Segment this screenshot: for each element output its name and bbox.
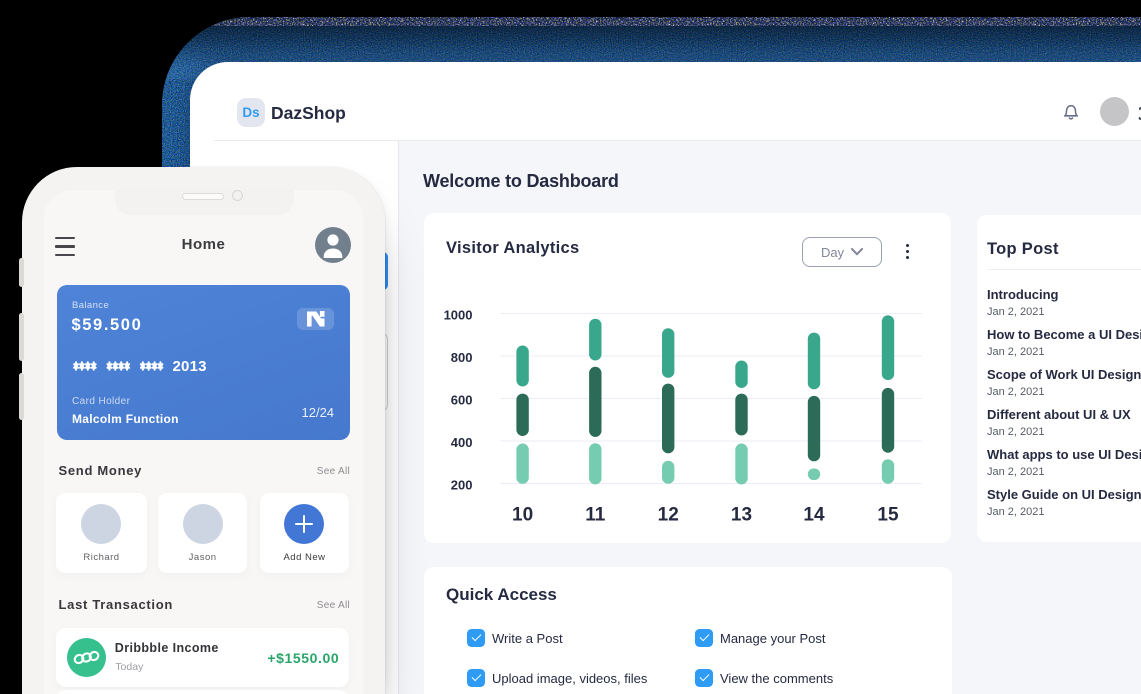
svg-text:13: 13 (731, 505, 752, 526)
svg-text:600: 600 (451, 393, 473, 408)
svg-text:400: 400 (451, 435, 473, 450)
svg-text:10: 10 (512, 505, 533, 526)
svg-text:12: 12 (658, 505, 679, 526)
svg-text:15: 15 (877, 505, 899, 526)
svg-text:11: 11 (585, 505, 606, 526)
svg-text:1000: 1000 (444, 308, 473, 323)
svg-text:800: 800 (451, 350, 473, 365)
svg-text:14: 14 (803, 505, 825, 526)
svg-text:200: 200 (451, 478, 473, 493)
